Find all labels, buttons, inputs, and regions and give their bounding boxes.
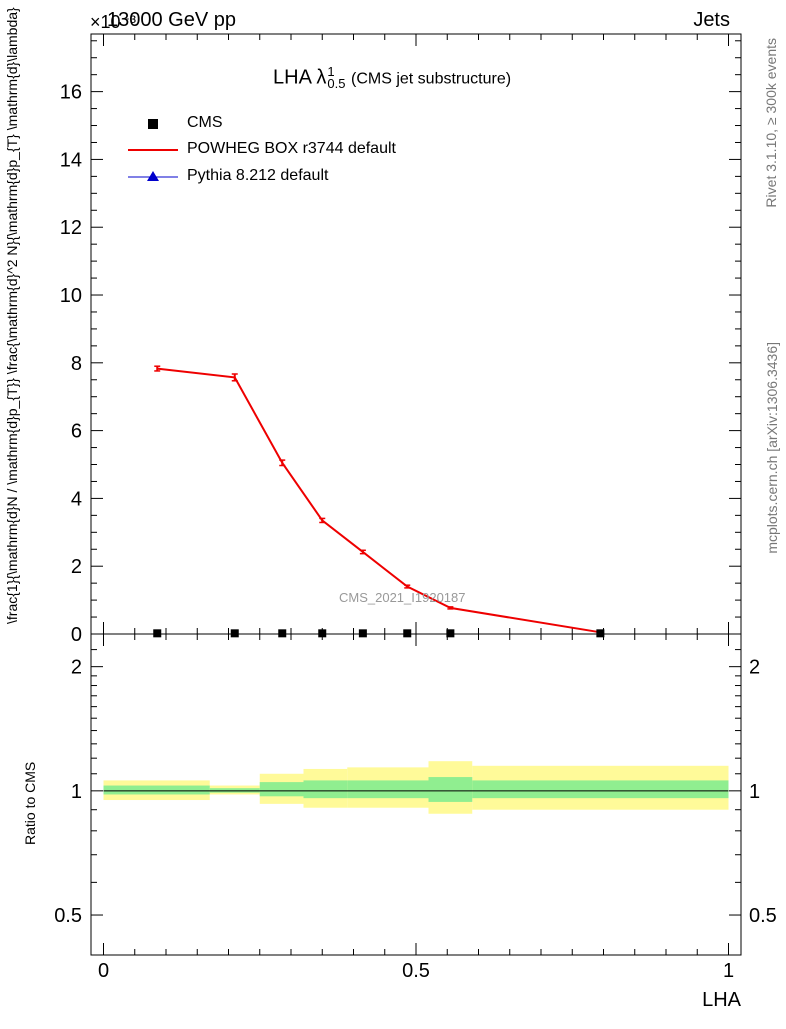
analysis-watermark: CMS_2021_I1920187	[339, 590, 466, 605]
cms-data-point	[230, 629, 239, 638]
y-axis-label-main: \frac{1}{\mathrm{d}N / \mathrm{d}p_{T}} …	[4, 7, 20, 624]
exponent-label: ×10⁻³	[90, 12, 137, 32]
legend-label-pythia: Pythia 8.212 default	[187, 167, 329, 184]
ratio-band-inner-bin	[103, 785, 210, 795]
main-y-tick-label: 8	[71, 353, 82, 375]
plot-title-suffix: (CMS jet substructure)	[351, 70, 512, 88]
plot-title-sup: 1	[327, 64, 335, 79]
ratio-x-tick-label: 0.5	[402, 960, 430, 982]
legend-marker-cms	[148, 119, 158, 129]
ratio-x-tick-label: 0	[98, 960, 109, 982]
plot-title-base: LHA λ	[273, 66, 327, 89]
plot-title-sub: 0.5	[327, 76, 346, 91]
ratio-band-inner-bin	[303, 780, 348, 799]
cms-data-point	[446, 629, 455, 638]
legend-label-cms: CMS	[187, 114, 223, 131]
main-y-tick-label: 12	[60, 217, 82, 239]
ratio-band-inner-bin	[347, 780, 429, 799]
ratio-band-inner-bin	[472, 780, 729, 799]
ratio-y-tick-label-right: 0.5	[749, 905, 777, 927]
ratio-y-tick-label: 2	[71, 657, 82, 679]
ratio-x-tick-label: 1	[723, 960, 734, 982]
ratio-band-inner-bin	[428, 777, 473, 802]
cms-data-point	[358, 629, 367, 638]
ratio-y-tick-label-right: 2	[749, 657, 760, 679]
mcplots-reference-label: mcplots.cern.ch [arXiv:1306.3436]	[764, 342, 780, 554]
cms-data-point	[318, 629, 327, 638]
cms-data-point	[596, 629, 605, 638]
header-beam-label: 13000 GeV pp	[107, 9, 236, 31]
main-y-tick-label: 10	[60, 285, 82, 307]
main-y-tick-label: 4	[71, 488, 82, 510]
header-process-label: Jets	[693, 9, 730, 31]
cms-data-point	[403, 629, 412, 638]
ratio-y-tick-label: 0.5	[54, 905, 82, 927]
main-y-tick-label: 6	[71, 421, 82, 443]
rivet-version-label: Rivet 3.1.10, ≥ 300k events	[763, 38, 779, 208]
ratio-band-inner-bin	[259, 782, 304, 797]
cms-data-point	[278, 629, 287, 638]
ratio-y-tick-label: 1	[71, 781, 82, 803]
powheg-series-line	[157, 367, 601, 634]
main-y-tick-label: 16	[60, 82, 82, 104]
legend-marker-pythia-triangle	[147, 171, 159, 181]
y-axis-label-ratio: Ratio to CMS	[22, 761, 38, 845]
main-y-tick-label: 14	[60, 149, 82, 171]
main-y-tick-label: 2	[71, 556, 82, 578]
plot-title: LHA λ 1 0.5 (CMS jet substructure)	[273, 64, 512, 91]
cms-data-point	[153, 629, 162, 638]
main-y-tick-label: 0	[71, 624, 82, 646]
ratio-y-tick-label-right: 1	[749, 781, 760, 803]
legend-label-powheg: POWHEG BOX r3744 default	[187, 140, 396, 157]
x-axis-label: LHA	[702, 989, 741, 1011]
